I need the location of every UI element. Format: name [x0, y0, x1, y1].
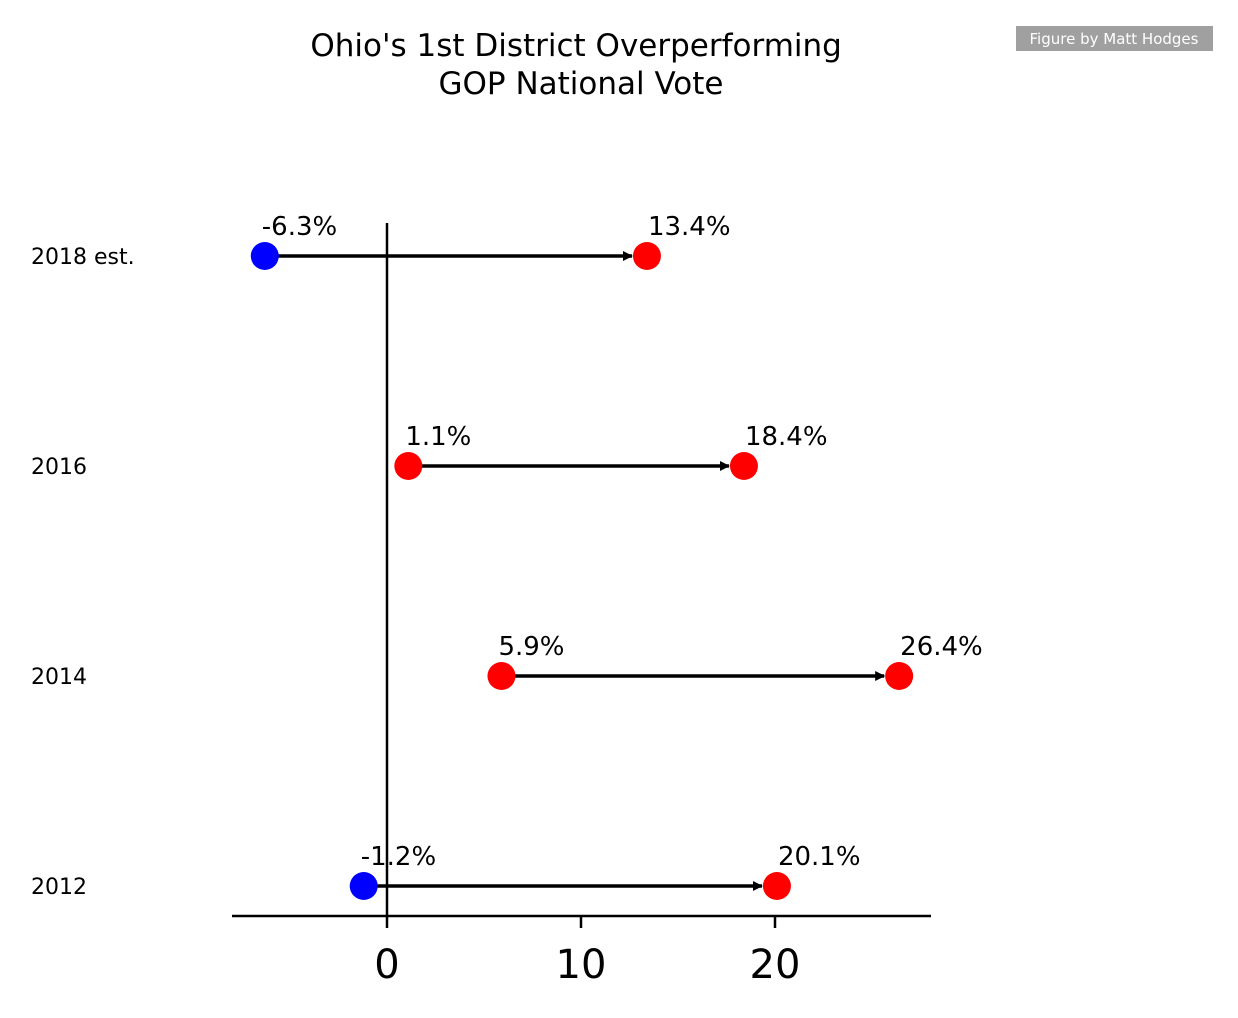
start-value-label: -1.2% — [361, 842, 436, 872]
credit-badge-background — [1016, 26, 1213, 51]
x-tick-label: 10 — [556, 942, 607, 988]
dumbbell-row: 2012 -1.2% 20.1% — [31, 842, 861, 900]
start-point — [250, 242, 279, 270]
end-point — [729, 452, 758, 480]
dumbbell-row: 2014 5.9% 26.4% — [31, 632, 983, 690]
start-point — [394, 452, 423, 480]
x-tick-label: 20 — [750, 942, 801, 988]
end-point — [632, 242, 661, 270]
end-value-label: 18.4% — [745, 422, 828, 452]
chart-title-line-2: GOP National Vote — [439, 66, 724, 102]
dumbbell-row: 2016 1.1% 18.4% — [31, 422, 828, 480]
category-label: 2012 — [31, 875, 87, 900]
start-value-label: 1.1% — [405, 422, 471, 452]
credit-label: Figure by Matt Hodges — [1030, 30, 1199, 48]
data-rows: 2018 est. -6.3% 13.4% 2016 1.1% 18.4% 2014 5.9%… — [31, 212, 983, 900]
category-label: 2014 — [31, 665, 87, 690]
start-value-label: -6.3% — [262, 212, 337, 242]
category-label: 2016 — [31, 455, 87, 480]
dumbbell-row: 2018 est. -6.3% 13.4% — [31, 212, 731, 270]
start-value-label: 5.9% — [498, 632, 564, 662]
end-point — [762, 872, 791, 900]
axes: 0 10 20 — [232, 223, 931, 988]
category-label: 2018 est. — [31, 245, 135, 270]
start-point — [487, 662, 516, 690]
end-point — [885, 662, 914, 690]
x-tick-label: 0 — [374, 942, 399, 988]
end-value-label: 26.4% — [900, 632, 983, 662]
chart-title: Ohio's 1st District Overperforming GOP N… — [310, 28, 851, 102]
end-value-label: 20.1% — [778, 842, 861, 872]
end-value-label: 13.4% — [648, 212, 731, 242]
chart-title-line-1: Ohio's 1st District Overperforming — [310, 28, 842, 64]
start-point — [349, 872, 378, 900]
